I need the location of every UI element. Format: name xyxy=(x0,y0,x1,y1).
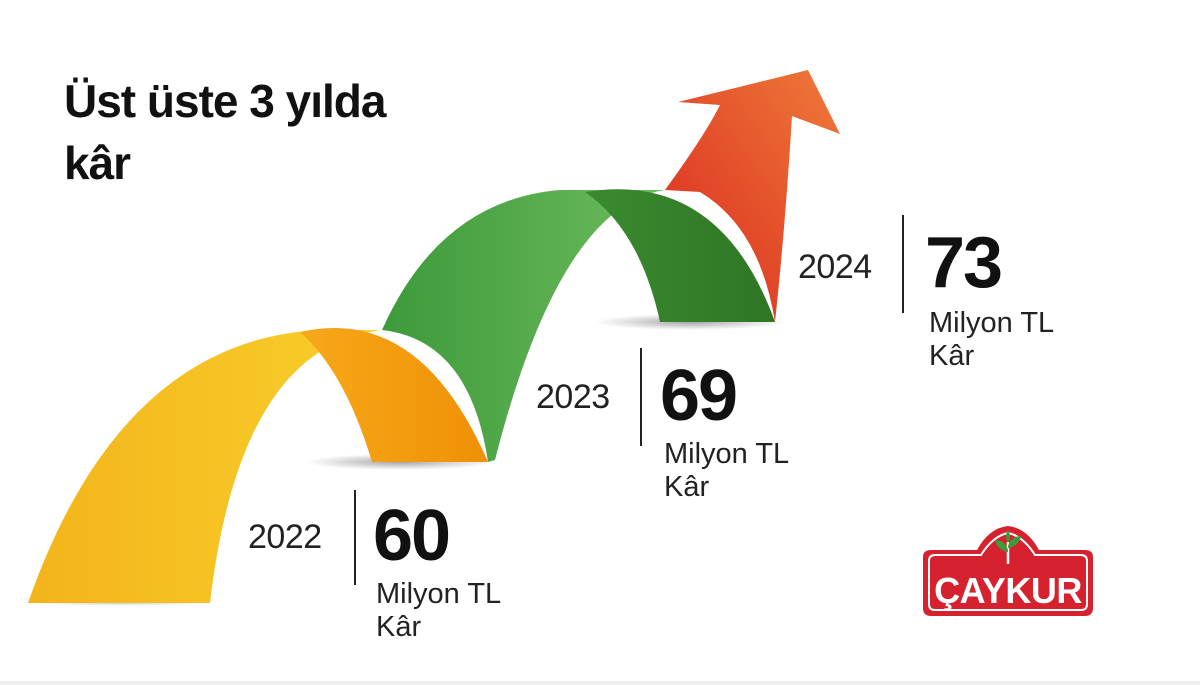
ribbon-2023-front xyxy=(382,190,665,462)
unit-line1-2022: Milyon TL xyxy=(376,578,502,610)
ribbon-2023-back xyxy=(585,189,775,322)
logo-badge xyxy=(923,526,1093,616)
bottom-rule xyxy=(0,681,1200,685)
unit-line2-2024: Kâr xyxy=(929,340,975,372)
arrow-2024 xyxy=(665,70,840,322)
ribbon-2022-front xyxy=(28,330,382,603)
divider-2024 xyxy=(902,215,904,313)
value-label-2022: 60 xyxy=(373,496,451,576)
year-label-2024: 2024 xyxy=(798,248,872,286)
ribbon-2022-back xyxy=(300,328,488,462)
divider-2022 xyxy=(354,490,356,585)
headline: Üst üste 3 yılda kâr xyxy=(64,70,386,194)
unit-line2-2022: Kâr xyxy=(376,611,422,643)
tea-leaf-icon xyxy=(995,530,1021,564)
logo-inner-outline xyxy=(928,531,1088,611)
value-label-2023: 69 xyxy=(660,356,738,436)
unit-line2-2023: Kâr xyxy=(664,471,710,503)
year-label-2023: 2023 xyxy=(536,378,610,416)
logo-text: ÇAYKUR xyxy=(934,570,1082,611)
headline-line-1: Üst üste 3 yılda xyxy=(64,75,386,127)
headline-line-2: kâr xyxy=(64,137,131,189)
unit-line1-2024: Milyon TL xyxy=(929,307,1055,339)
divider-2023 xyxy=(640,348,642,446)
caykur-logo: ÇAYKUR xyxy=(905,522,1111,622)
year-label-2022: 2022 xyxy=(248,518,322,556)
unit-line1-2023: Milyon TL xyxy=(664,438,790,470)
value-label-2024: 73 xyxy=(925,223,1003,303)
